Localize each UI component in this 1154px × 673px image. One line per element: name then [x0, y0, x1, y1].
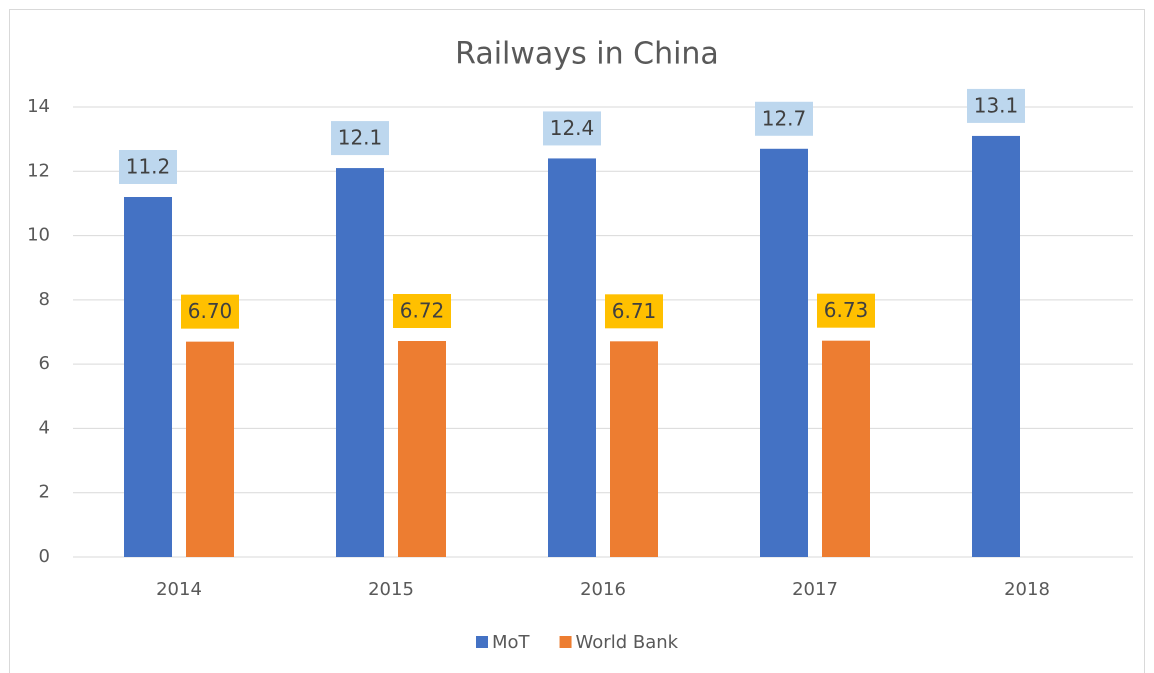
y-tick-label: 10	[27, 225, 50, 246]
x-tick-label: 2015	[368, 579, 414, 600]
value-label-box	[605, 294, 663, 329]
legend-swatch	[559, 636, 572, 648]
value-label: 11.2	[126, 155, 171, 179]
value-label-box	[393, 294, 451, 328]
bar	[548, 158, 596, 557]
legend-label: World Bank	[576, 632, 679, 653]
bar	[124, 197, 172, 557]
value-label-box	[119, 150, 177, 184]
value-label: 13.1	[974, 93, 1019, 117]
bar	[336, 168, 384, 558]
bar	[822, 340, 870, 557]
bar	[972, 135, 1020, 557]
value-label-box	[331, 121, 389, 156]
y-tick-label: 8	[39, 289, 50, 310]
y-tick-label: 6	[39, 353, 50, 374]
x-tick-label: 2017	[792, 579, 838, 600]
y-tick-label: 14	[27, 96, 50, 117]
bar	[186, 341, 234, 557]
x-tick-label: 2018	[1004, 579, 1050, 600]
legend-label: MoT	[492, 632, 531, 653]
y-tick-label: 12	[27, 160, 50, 181]
bar	[610, 341, 658, 557]
x-tick-label: 2016	[580, 579, 626, 600]
x-tick-label: 2014	[156, 579, 202, 600]
value-label-box	[755, 101, 813, 136]
value-label: 6.70	[188, 299, 233, 323]
value-label: 12.7	[762, 106, 807, 130]
value-label: 12.4	[550, 116, 595, 140]
value-label-box	[967, 88, 1025, 123]
y-tick-label: 0	[39, 546, 50, 567]
legend-swatch	[476, 636, 488, 648]
bar	[398, 341, 446, 557]
y-tick-label: 2	[39, 482, 50, 503]
value-label: 12.1	[338, 126, 383, 150]
bar	[760, 148, 808, 558]
value-label-box	[817, 293, 875, 328]
value-label-box	[181, 294, 239, 329]
y-tick-label: 4	[39, 417, 50, 438]
chart-title: Railways in China	[455, 37, 719, 72]
value-label: 6.72	[400, 299, 445, 323]
value-label: 6.73	[824, 298, 869, 322]
value-label: 6.71	[612, 299, 657, 323]
value-label-box	[543, 111, 601, 146]
